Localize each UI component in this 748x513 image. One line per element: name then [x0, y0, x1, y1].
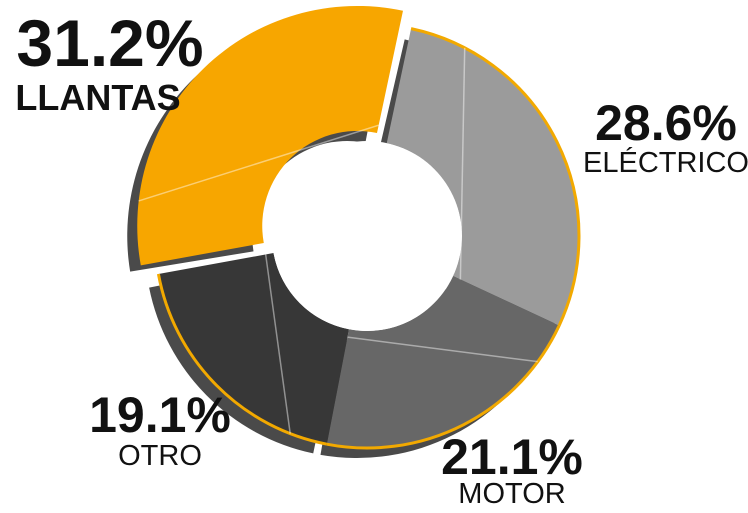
label-otro-percent: 19.1% [89, 387, 231, 443]
slice-facet-otro [264, 254, 291, 434]
label-electrico-name: ELÉCTRICO [583, 146, 748, 179]
label-llantas-name: LLANTAS [15, 77, 180, 118]
slice-rim-otro [156, 273, 328, 446]
slice-facets [138, 47, 538, 434]
label-motor-name: MOTOR [458, 478, 565, 510]
label-motor-percent: 21.1% [441, 429, 583, 485]
slice-rim-electrico [410, 27, 581, 327]
slice-llantas [137, 5, 403, 266]
slice-facet-llantas [138, 124, 379, 202]
slice-facet-motor [347, 336, 538, 363]
label-electrico-percent: 28.6% [595, 95, 737, 151]
donut-hole [272, 141, 462, 331]
slice-rim-motor [326, 324, 561, 450]
slices [137, 5, 579, 449]
label-otro-name: OTRO [118, 440, 202, 472]
ring-outline [156, 27, 581, 450]
label-llantas-percent: 31.2% [16, 6, 203, 80]
slice-motor [326, 276, 560, 449]
slice-otro [158, 253, 350, 445]
